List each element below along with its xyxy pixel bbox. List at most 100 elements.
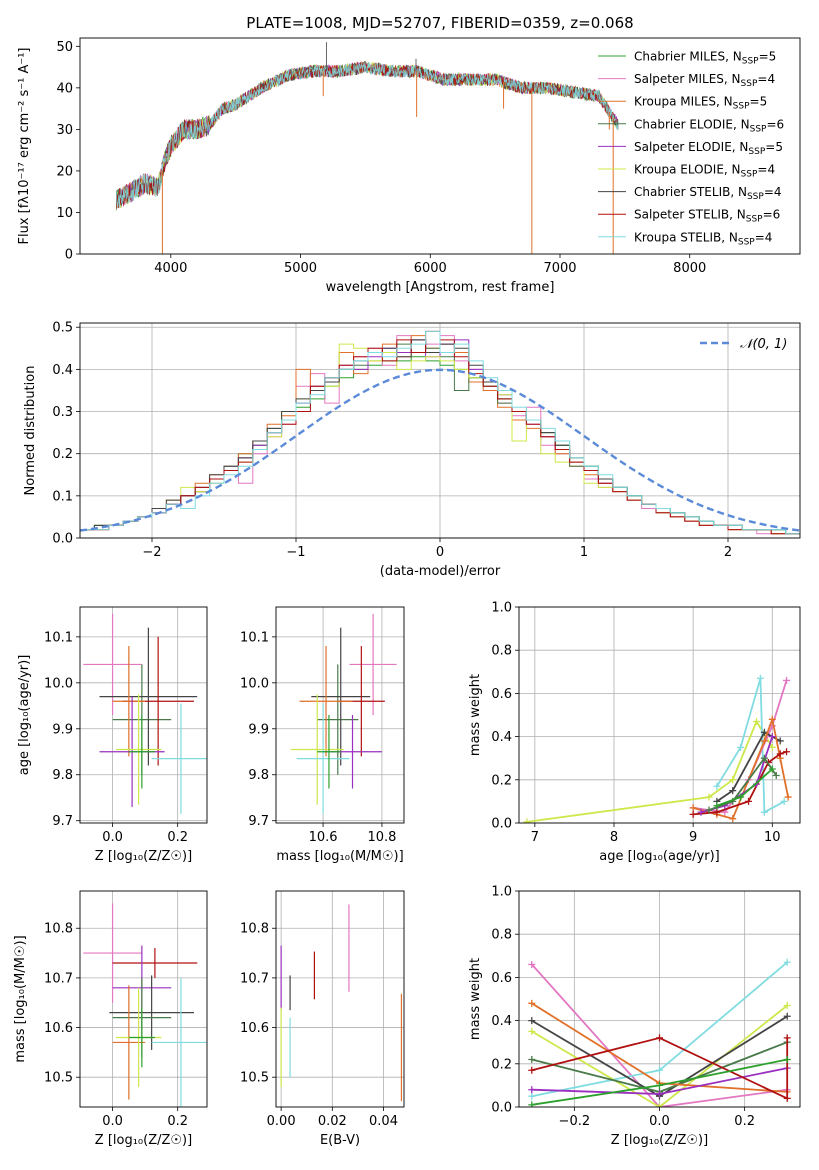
plot-area-spectrum: [115, 42, 619, 254]
y-tick-label: 0.0: [52, 532, 73, 547]
x-tick-label: 5000: [284, 261, 317, 276]
plus-marker: [656, 1081, 663, 1089]
spectrum-legend: Chabrier MILES, NSSP=5 Salpeter MILES, NS…: [598, 50, 784, 247]
y-tick-label: 10.8: [240, 922, 269, 937]
errorbar-point: [317, 715, 341, 789]
axes-mass_vs_z: 0.0 0.2 10.5 10.6 10.7 10.8 Z [log₁₀(Z/Z☉)] mas…: [13, 890, 208, 1148]
plus-marker: [689, 804, 697, 812]
x-tick-label: 0: [436, 545, 444, 560]
y-tick-label: 0.6: [491, 687, 512, 702]
axes-frame: [79, 890, 208, 1108]
y-tick-label: 9.7: [248, 814, 269, 829]
errorbar-point: [317, 664, 359, 775]
y-tick-label: 10.8: [44, 922, 73, 937]
y-tick-label: 50: [56, 40, 73, 55]
errorbar-point: [115, 694, 162, 805]
x-axis-label: (data-model)/error: [380, 564, 501, 579]
plus-marker: [528, 960, 536, 968]
x-tick-label: 0.04: [369, 1114, 398, 1129]
plus-marker: [768, 743, 776, 751]
plus-marker: [528, 1055, 536, 1063]
x-tick-label: −0.2: [559, 1114, 591, 1129]
x-tick-label: 8: [610, 830, 618, 845]
x-axis-label: age [log₁₀(age/yr)]: [599, 849, 720, 864]
errorbar-point: [112, 985, 146, 1100]
y-tick-label: 10.7: [240, 971, 269, 986]
plus-marker: [783, 1055, 791, 1063]
plus-marker: [784, 793, 792, 801]
plus-marker: [780, 797, 788, 805]
grid-age_vs_mass: [276, 607, 404, 823]
y-tick-label: 0.1: [52, 489, 73, 504]
x-tick-label: 0.0: [102, 830, 123, 845]
plus-marker: [528, 1066, 536, 1074]
plus-marker: [783, 1094, 791, 1102]
x-tick-label: 6000: [414, 261, 447, 276]
plus-marker: [760, 754, 768, 762]
errorbar-point: [290, 694, 344, 805]
plus-marker: [776, 737, 784, 745]
legend-label: Chabrier STELIB, NSSP=4: [634, 185, 782, 202]
plus-marker: [656, 1103, 663, 1107]
y-tick-label: 0.8: [491, 928, 512, 943]
x-tick-label: 1: [580, 545, 588, 560]
legend-label: Kroupa MILES, NSSP=5: [634, 95, 767, 112]
y-tick-label: 0.5: [52, 321, 73, 336]
plus-marker: [783, 1001, 791, 1009]
grid-age_vs_z: [80, 607, 207, 823]
x-axis-label: Z [log₁₀(Z/Z☉)]: [95, 1133, 192, 1148]
x-tick-label: 0.2: [734, 1114, 755, 1129]
y-tick-label: 9.9: [248, 722, 269, 737]
x-tick-label: 10.8: [367, 830, 396, 845]
legend-label: 𝒩(0, 1): [740, 337, 787, 352]
mass-weight-line: [531, 963, 788, 1107]
x-tick-label: 0.00: [267, 1114, 296, 1129]
figure-title: PLATE=1008, MJD=52707, FIBERID=0359, z=0…: [246, 14, 633, 32]
legend-label: Chabrier ELODIE, NSSP=6: [634, 117, 784, 134]
legend-label: Kroupa ELODIE, NSSP=4: [634, 163, 775, 180]
plus-marker: [528, 999, 536, 1007]
errorbar-point: [349, 613, 397, 715]
plot-area-residuals: [80, 330, 800, 535]
y-tick-label: 9.8: [248, 768, 269, 783]
y-tick-label: 0.0: [491, 817, 512, 832]
legend-label: Salpeter STELIB, NSSP=6: [634, 208, 780, 225]
plus-marker: [768, 715, 776, 723]
x-tick-label: 4000: [154, 261, 187, 276]
plus-marker: [776, 750, 784, 758]
panel-mass_weight_vs_age: 7 8 9 10 0.0 0.2 0.4 0.6 0.8 1.0 age [log₁₀(age/yr…: [468, 601, 801, 864]
plus-marker: [760, 737, 768, 745]
plus-marker: [528, 1027, 536, 1035]
y-tick-label: 0.3: [52, 405, 73, 420]
y-tick-label: 0: [65, 248, 73, 263]
plot-area-mass_weight_vs_z: [528, 958, 791, 1107]
x-tick-label: 0.02: [318, 1114, 347, 1129]
plus-marker: [713, 782, 721, 790]
legend-label: Kroupa STELIB, NSSP=4: [634, 230, 772, 247]
axes-mass_vs_ebv: 0.00 0.02 0.04 10.5 10.6 10.7 10.8 E(B-V): [240, 890, 405, 1148]
x-tick-label: 8000: [673, 261, 706, 276]
y-tick-label: 10.6: [44, 1021, 73, 1036]
plus-marker: [783, 676, 791, 684]
plot-area-age_vs_mass: [290, 613, 397, 814]
y-axis-label: mass weight: [468, 958, 483, 1040]
y-tick-label: 10.5: [44, 1071, 73, 1086]
plus-marker: [689, 810, 697, 818]
errorbar-point: [128, 715, 155, 789]
y-tick-label: 0.8: [491, 644, 512, 659]
grid-mass_vs_z: [80, 891, 207, 1107]
errorbar-point: [112, 646, 146, 757]
x-tick-label: −1: [286, 545, 305, 560]
plus-marker: [729, 815, 737, 823]
plot-area-mass_weight_vs_age: [523, 674, 792, 823]
y-tick-label: 40: [56, 81, 73, 96]
axes-mass_weight_vs_age: 7 8 9 10 0.0 0.2 0.4 0.6 0.8 1.0 age [log₁₀(age/yr…: [468, 601, 801, 864]
axes-frame: [275, 890, 405, 1108]
errorbar-point: [151, 977, 207, 1107]
plus-marker: [745, 797, 753, 805]
plus-marker: [772, 771, 780, 779]
mass-weight-line: [531, 1004, 788, 1107]
x-tick-label: 0.2: [167, 830, 188, 845]
plus-marker: [783, 1012, 791, 1020]
x-tick-label: −2: [142, 545, 161, 560]
